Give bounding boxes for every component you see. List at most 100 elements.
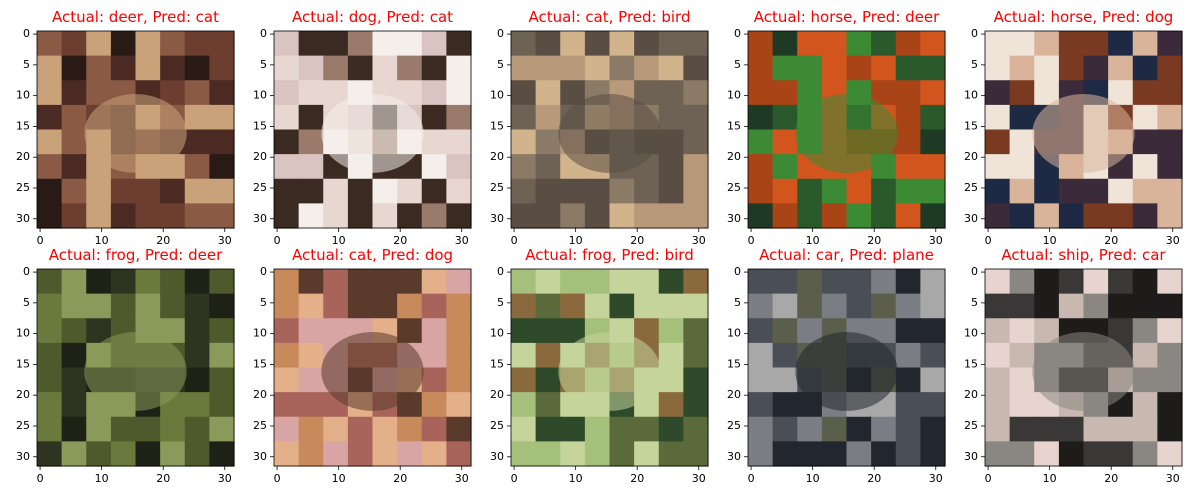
x-tick-label: 0	[985, 472, 992, 485]
panel-title: Actual: car, Pred: plane	[759, 246, 934, 264]
y-tick-label: 25	[253, 181, 267, 194]
panel-title: Actual: horse, Pred: dog	[994, 8, 1174, 26]
x-tick-label: 10	[806, 234, 820, 247]
y-tick-label: 5	[497, 58, 504, 71]
y-tick-label: 5	[734, 296, 741, 309]
y-tick-label: 5	[971, 296, 978, 309]
x-tick-label: 0	[37, 234, 44, 247]
y-tick-label: 10	[16, 89, 30, 102]
axes-frame	[747, 268, 946, 467]
panel-image	[748, 269, 946, 467]
y-tick-label: 10	[964, 89, 978, 102]
axes-frame	[36, 268, 235, 467]
axes-frame	[510, 30, 709, 229]
y-tick-label: 15	[490, 119, 504, 132]
axes-frame	[984, 268, 1183, 467]
y-tick-label: 15	[16, 119, 30, 132]
x-tick-label: 30	[218, 234, 232, 247]
x-tick-label: 20	[156, 234, 170, 247]
y-tick-label: 0	[260, 27, 267, 40]
y-tick-label: 0	[497, 27, 504, 40]
x-tick-label: 20	[630, 234, 644, 247]
x-tick-label: 0	[748, 234, 755, 247]
x-tick-label: 10	[95, 472, 109, 485]
panel-title: Actual: ship, Pred: car	[1001, 246, 1166, 264]
x-tick-label: 0	[511, 472, 518, 485]
x-tick-label: 20	[867, 234, 881, 247]
x-tick-label: 0	[511, 234, 518, 247]
y-tick-label: 30	[727, 212, 741, 225]
y-tick-label: 5	[734, 58, 741, 71]
axes-frame	[273, 268, 472, 467]
y-tick-label: 20	[964, 388, 978, 401]
x-tick-label: 0	[37, 472, 44, 485]
panel-5: Actual: horse, Pred: dog 0 10 20 30 0 5 10 15 20 2…	[964, 8, 1183, 247]
x-tick-label: 10	[569, 472, 583, 485]
panel-6: Actual: frog, Pred: deer 0 10 20 30 0 5 10 15 20 2…	[16, 246, 235, 485]
panel-4: Actual: horse, Pred: deer 0 10 20 30 0 5 10 15 20…	[727, 8, 946, 247]
axes-frame	[273, 30, 472, 229]
y-tick-label: 5	[260, 296, 267, 309]
x-tick-label: 20	[156, 472, 170, 485]
panel-2: Actual: dog, Pred: cat 0 10 20 30 0 5 10 15 20 25 3…	[253, 8, 472, 247]
y-tick-label: 5	[260, 58, 267, 71]
y-tick-label: 20	[727, 150, 741, 163]
y-tick-label: 25	[964, 181, 978, 194]
y-tick-label: 5	[971, 58, 978, 71]
y-tick-label: 30	[490, 450, 504, 463]
x-tick-label: 30	[692, 472, 706, 485]
y-tick-label: 10	[727, 327, 741, 340]
y-tick-label: 10	[253, 89, 267, 102]
y-tick-label: 20	[727, 388, 741, 401]
x-tick-label: 0	[985, 234, 992, 247]
axes-frame	[510, 268, 709, 467]
y-tick-label: 10	[490, 89, 504, 102]
y-tick-label: 30	[964, 450, 978, 463]
x-tick-label: 20	[393, 234, 407, 247]
y-tick-label: 5	[497, 296, 504, 309]
x-tick-label: 10	[1043, 472, 1057, 485]
y-tick-label: 0	[260, 265, 267, 278]
y-tick-label: 0	[971, 265, 978, 278]
x-tick-label: 10	[95, 234, 109, 247]
panel-title: Actual: cat, Pred: dog	[292, 246, 453, 264]
x-tick-label: 30	[455, 234, 469, 247]
y-tick-label: 25	[490, 181, 504, 194]
panel-image	[37, 269, 235, 467]
panel-10: Actual: ship, Pred: car 0 10 20 30 0 5 10 15 20 25…	[964, 246, 1183, 485]
y-tick-label: 20	[253, 150, 267, 163]
axes-frame	[747, 30, 946, 229]
y-tick-label: 15	[490, 357, 504, 370]
x-tick-label: 30	[1166, 234, 1180, 247]
panel-8: Actual: frog, Pred: bird 0 10 20 30 0 5 10 15 20 2…	[490, 246, 709, 485]
x-tick-label: 30	[1166, 472, 1180, 485]
panel-title: Actual: cat, Pred: bird	[529, 8, 691, 26]
panel-title: Actual: horse, Pred: deer	[754, 8, 940, 26]
y-tick-label: 5	[23, 296, 30, 309]
panel-title: Actual: dog, Pred: cat	[292, 8, 453, 26]
panel-title: Actual: frog, Pred: bird	[525, 246, 693, 264]
x-tick-label: 10	[1043, 234, 1057, 247]
y-tick-label: 15	[253, 357, 267, 370]
y-tick-label: 20	[964, 150, 978, 163]
x-tick-label: 20	[1104, 234, 1118, 247]
y-tick-label: 30	[727, 450, 741, 463]
x-tick-label: 30	[929, 472, 943, 485]
panel-image	[985, 269, 1183, 467]
axes-frame	[36, 30, 235, 229]
x-tick-label: 30	[218, 472, 232, 485]
x-tick-label: 0	[748, 472, 755, 485]
y-tick-label: 30	[16, 212, 30, 225]
y-tick-label: 0	[23, 265, 30, 278]
y-tick-label: 25	[964, 419, 978, 432]
y-tick-label: 25	[490, 419, 504, 432]
panel-image	[274, 31, 472, 229]
panel-image	[985, 31, 1183, 229]
panel-image	[274, 269, 472, 467]
y-tick-label: 30	[16, 450, 30, 463]
y-tick-label: 5	[23, 58, 30, 71]
x-tick-label: 30	[692, 234, 706, 247]
y-tick-label: 25	[253, 419, 267, 432]
x-tick-label: 10	[332, 234, 346, 247]
